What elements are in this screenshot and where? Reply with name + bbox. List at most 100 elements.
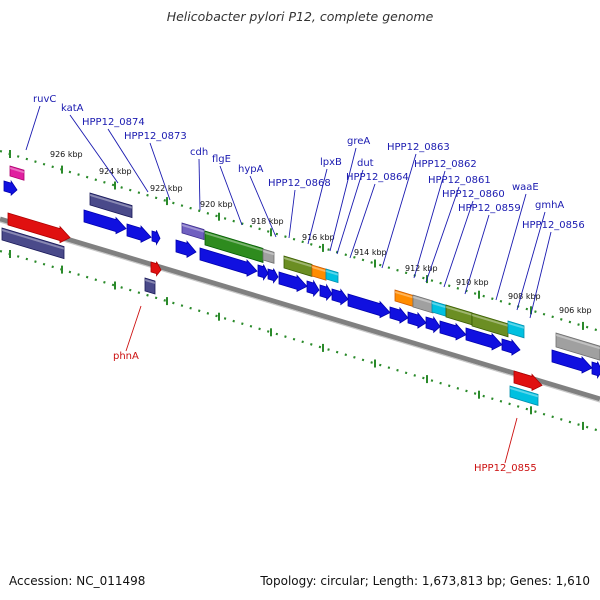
gene-arrow-dut [319,283,333,302]
leader-line [198,158,201,211]
feature-box-0856 [555,332,600,361]
gene-arrow-hypA [257,264,269,281]
feature-box-0862-highlight [413,296,433,304]
gene-label: lpxB [320,157,342,168]
feature-box-0860-highlight [446,306,472,316]
feature-box-lpxB-highlight [284,257,312,268]
gene-arrow-edge [591,361,600,379]
feature-box-cdh [181,222,205,241]
scale-label: 920 kbp [200,200,233,209]
gene-arrow-flgE [199,247,258,277]
gene-arrow-0862 [389,306,409,324]
scale-track-lower [0,249,600,433]
leader-line [529,231,552,319]
scale-label: 926 kbp [50,150,83,159]
feature-box-greA [311,264,327,281]
feature-box-waaE [507,320,525,339]
gene-arrow-0855 [513,370,543,392]
scale-label: 912 kbp [405,264,438,273]
gene-arrow-0861 [407,311,427,329]
leader-line [307,168,328,245]
scale-label: 914 kbp [354,248,387,257]
gene-label: flgE [212,154,231,165]
gene-arrow-0874 [126,223,152,243]
gene-arrow-greA [306,279,320,298]
gene-label: HPP12_0855 [474,463,537,474]
gene-label: HPP12_0864 [346,172,409,183]
gene-label: HPP12_0862 [414,159,477,170]
leader-line [69,114,119,184]
gene-label: dut [357,158,374,169]
feature-box-cdh-highlight [182,224,204,233]
gene-arrow-phnA [150,261,162,277]
gene-label: phnA [113,351,139,362]
leader-line [149,142,171,201]
gene-label: HPP12_0859 [458,203,521,214]
leader-line [336,169,364,255]
feature-box-hypA [262,248,275,264]
feature-box-0859-highlight [472,314,508,327]
gene-arrow-0873 [151,230,161,246]
gene-label: hypA [238,164,264,175]
genome-axis [0,216,600,402]
feature-box-katA [89,192,133,219]
gene-label: HPP12_0860 [442,189,505,200]
leader-line [381,153,417,269]
gene-arrow-0856 [551,349,593,374]
gene-arrow-0868 [267,268,279,284]
feature-box-phnA-highlight [145,279,155,284]
map-title: Helicobacter pylori P12, complete genome [166,9,434,24]
feature-box-0863-highlight [395,291,413,299]
feature-box-0855 [509,385,539,406]
gene-arrow-0859 [439,320,467,341]
gene-arrow-gmhA [501,338,521,356]
gene-label: katA [61,103,84,114]
leader-line [349,183,376,259]
feature-box-waaE-highlight [508,322,524,329]
scale-label: 906 kbp [559,306,592,315]
feature-box-reverse-1-highlight [2,229,64,250]
feature-box-0856-highlight [556,334,600,350]
gene-label: greA [347,136,370,147]
gene-label: HPP12_0861 [428,175,491,186]
gene-arrow-reverse-1 [7,212,71,244]
gene-label: HPP12_0873 [124,131,187,142]
leader-line [495,193,527,301]
gene-arrow-0860 [425,315,441,334]
gene-label: cdh [190,147,208,158]
scale-label: 910 kbp [456,278,489,287]
gene-arrow-waaE [465,327,503,351]
feature-box-katA-highlight [90,194,132,209]
genome-axis-shadow [0,221,600,403]
gene-arrow-ruvC [3,179,18,197]
leader-line [464,214,490,295]
gene-box-ruvC-rna [9,165,25,181]
scale-track-upper [0,149,600,333]
leader-line [107,128,149,193]
scale-label: 908 kbp [508,292,541,301]
leader-line [516,211,546,311]
leader-line [504,417,518,464]
gene-arrow-katA [83,209,127,235]
scale-label: 924 kbp [99,167,132,176]
gene-label: ruvC [33,94,56,105]
gene-label: gmhA [535,200,564,211]
leader-line [443,200,474,288]
gene-arrow-lpxB [278,271,308,293]
leader-line [219,165,243,226]
leader-line [288,189,296,239]
leader-line [125,305,142,352]
gene-arrow-0864 [331,288,349,306]
gene-label: HPP12_0856 [522,220,585,231]
feature-box-dut-highlight [326,270,338,276]
feature-box-phnA [144,277,156,295]
scale-label: 916 kbp [302,233,335,242]
gene-label: HPP12_0863 [387,142,450,153]
feature-box-reverse-1 [1,227,65,260]
gene-label: HPP12_0868 [268,178,331,189]
gene-arrow-0863 [347,293,391,319]
leader-line [25,105,41,151]
leader-line [249,175,277,238]
feature-box-0859 [471,312,509,338]
gene-arrow-cdh [175,239,197,258]
